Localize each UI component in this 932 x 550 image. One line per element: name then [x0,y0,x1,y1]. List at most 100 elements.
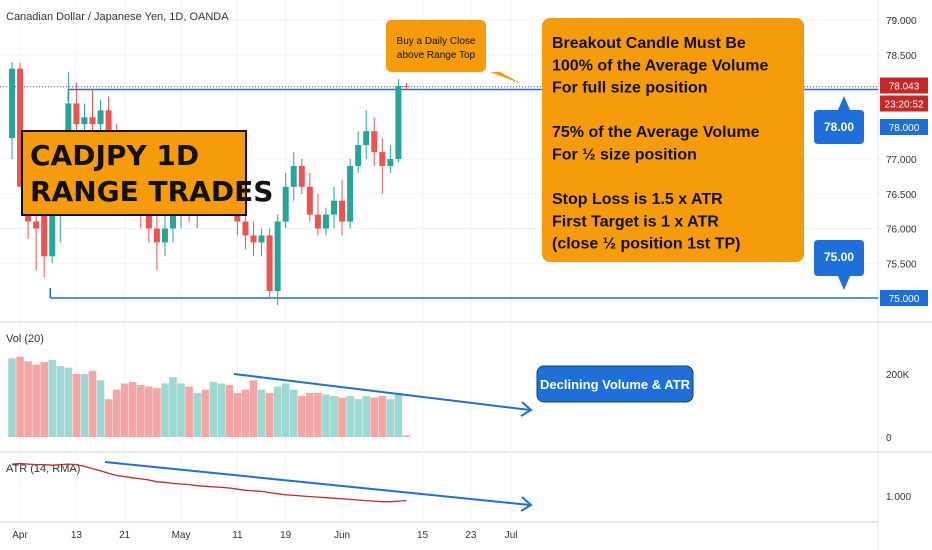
volume-tick: 0 [886,433,892,444]
candle [395,79,402,163]
volume-bar [185,386,193,437]
volume-bar [273,386,282,437]
candle [298,159,305,194]
candle [33,207,40,271]
volume-bar [24,361,32,437]
candle [258,228,265,257]
candle [9,61,15,159]
volume-axis-ticks: 200K 0 [886,370,910,444]
candle [266,228,273,298]
price-axis-ticks: 79.000 78.500 77.000 76.500 76.000 75.500 [886,16,917,270]
candle [274,214,281,305]
volume-bar [225,385,234,437]
volume-bar [145,386,153,437]
volume-bar [330,396,338,437]
buy-callout: Buy a Daily Close above Range Top [386,20,522,84]
volume-bar [96,380,105,437]
volume-bar [257,389,266,437]
candle [387,145,394,173]
candle [363,110,370,159]
volume-bar [338,397,346,437]
volume-bar [201,389,209,437]
candle [314,193,321,236]
candle [153,207,160,271]
atr-axis-ticks: 1.000 [886,492,911,503]
volume-bar [241,389,250,437]
price-badge: 78.000 [880,119,928,135]
volume-bar [354,399,362,437]
volume-bar [249,380,258,437]
volume-bar [88,370,97,437]
time-tick: 21 [119,530,131,541]
volume-bar [48,359,57,437]
volume-bar [8,358,16,437]
candle [322,207,329,236]
price-tick: 76.000 [886,225,917,236]
price-tick: 79.000 [886,16,917,27]
price-tick: 78.500 [886,51,917,62]
candle [371,117,378,166]
rules-callout-line: First Target is 1 x ATR [552,213,719,230]
price-tick: 77.000 [886,155,917,166]
volume-title: Vol (20) [6,333,44,345]
volume-bar [16,356,24,437]
time-tick: 19 [280,530,292,541]
volume-bar [265,392,274,437]
candle [250,221,257,257]
range-bottom-label: 75.00 [814,240,864,290]
volume-bar [177,383,185,437]
rules-callout-line: Stop Loss is 1.5 x ATR [552,191,723,208]
range-top-label: 78.00 [814,96,864,144]
rules-callout-line: (close ½ position 1st TP) [552,236,740,253]
time-tick: May [172,530,191,541]
time-tick: Jun [334,530,350,541]
volume-bar [402,435,411,437]
volume-bar [80,374,89,437]
atr-trend-arrow [104,461,533,512]
candle [17,63,24,187]
price-badge: 75.000 [880,290,928,306]
price-tick: 75.500 [886,259,917,270]
volume-bar [104,399,113,437]
rules-callout-line: Breakout Candle Must Be [552,35,746,52]
volume-bar [137,385,145,437]
svg-text:78.00: 78.00 [824,120,854,134]
volume-bar [281,383,290,437]
candle [355,131,362,173]
volume-bar [386,399,395,437]
time-tick: 13 [71,530,83,541]
volume-trend-arrow [233,373,533,417]
time-axis-ticks: Apr 13 21 May 11 19 Jun 15 23 Jul [12,530,517,541]
volume-bar [322,394,330,437]
buy-callout-line-1: Buy a Daily Close [397,36,476,47]
rules-callout-line: 75% of the Average Volume [552,124,760,141]
volume-bar [72,374,81,437]
volume-bar [394,392,403,437]
rules-callout-line: For ½ size position [552,147,697,164]
price-tick: 76.500 [886,190,917,201]
price-badges: 78.043 23:20:52 78.000 75.000 [880,77,928,306]
candle [347,159,354,229]
volume-bar [56,366,65,437]
atr-title: ATR (14, RMA) [6,463,80,475]
volume-bar [169,377,177,437]
volume-bar [362,396,370,437]
volume-bar [209,381,218,437]
time-tick: 11 [232,530,243,541]
chart-title: Canadian Dollar / Japanese Yen, 1D, OAND… [6,11,229,23]
rules-callout-line: 100% of the Average Volume [552,57,768,74]
candle [306,172,313,222]
svg-text:Declining Volume & ATR: Declining Volume & ATR [540,377,691,392]
rules-callout: Breakout Candle Must Be 100% of the Avera… [542,18,804,262]
volume-tick: 200K [886,370,910,381]
candle [331,186,337,229]
atr-tick: 1.000 [886,492,911,503]
volume-bar [153,388,161,437]
volume-bar [289,389,298,437]
svg-text:75.00: 75.00 [824,250,854,264]
candle [403,82,410,90]
volume-bar [217,383,226,437]
rules-callout-line: For full size position [552,80,708,97]
volume-bar [346,396,354,437]
